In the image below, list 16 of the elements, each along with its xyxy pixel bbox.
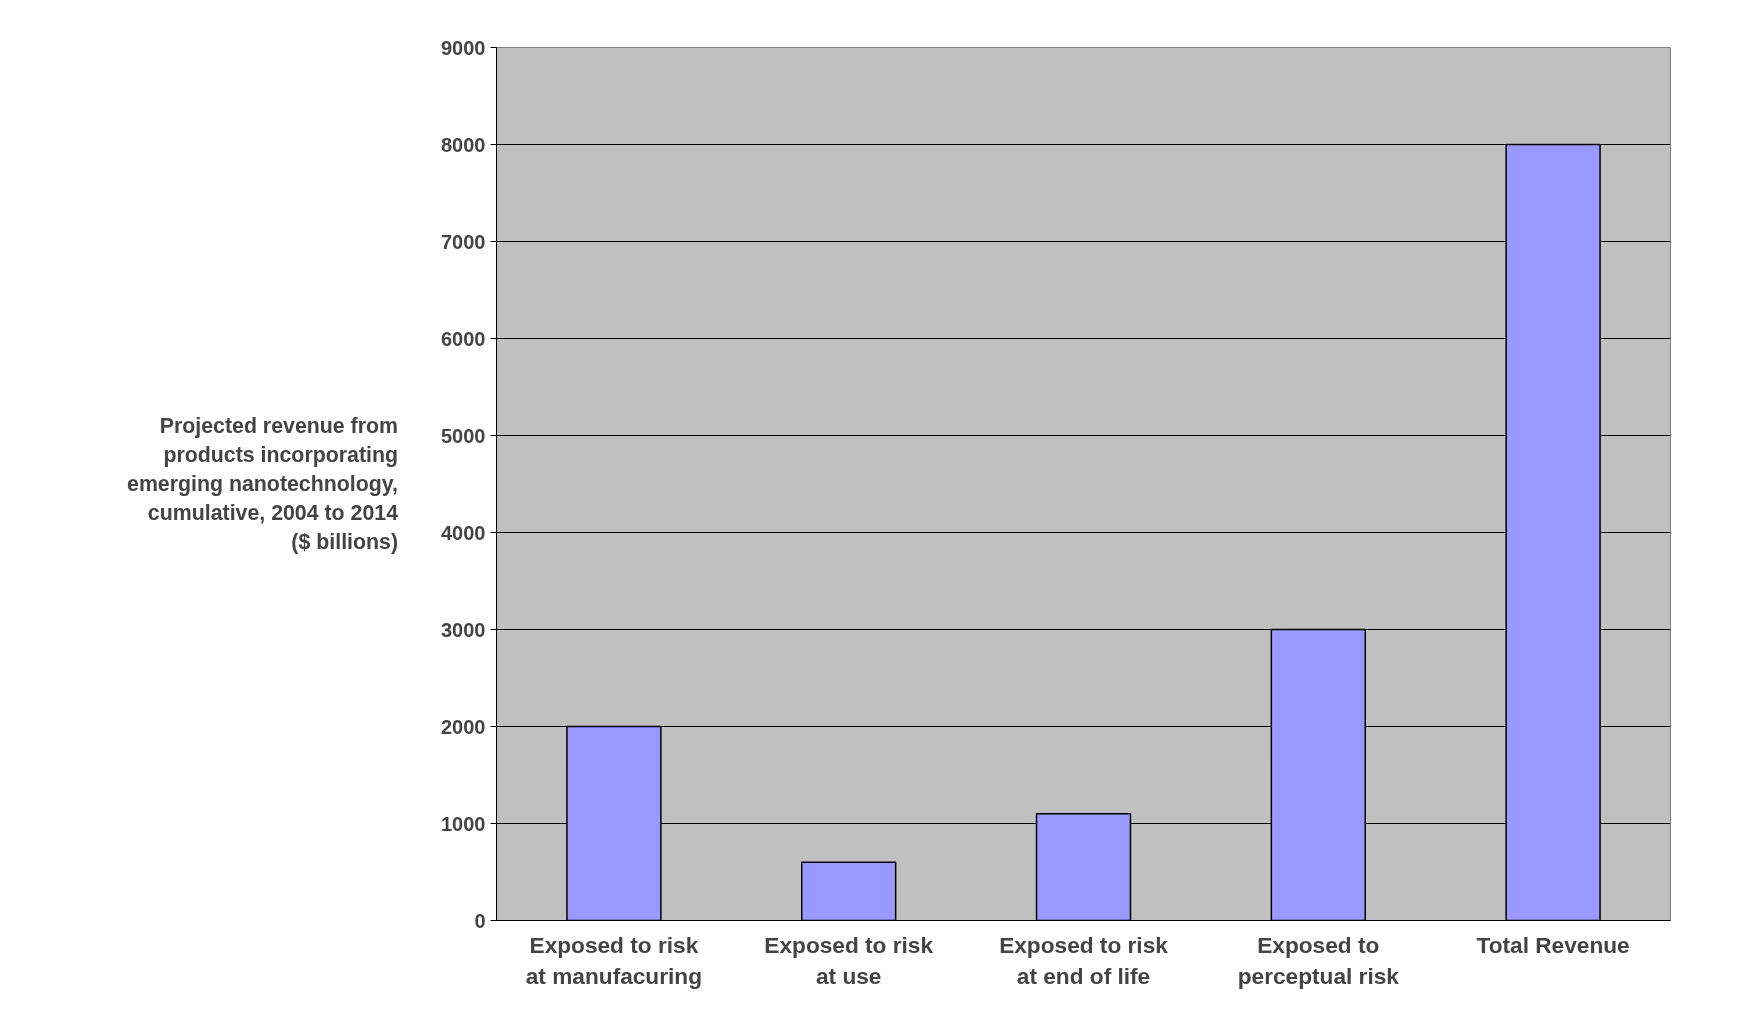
x-tick-label: Exposed to risk at manufacuring <box>525 931 703 989</box>
y-tick-label: 2000 <box>441 715 486 738</box>
y-tick-label: 8000 <box>441 133 486 156</box>
y-tick-label: 7000 <box>441 230 486 253</box>
y-axis-title: Projected revenue from products incorporating emerging nanotechnology, cumulative, 2004 to 2014 ($ billions) <box>127 414 399 554</box>
y-tick-label: 1000 <box>441 812 486 835</box>
x-tick-label: Total Revenue <box>1476 931 1630 958</box>
y-tick-label: 4000 <box>441 521 486 544</box>
x-tick-label: Exposed to perceptual risk <box>1237 931 1400 989</box>
y-tick-label: 3000 <box>441 618 486 641</box>
y-tick-label: 6000 <box>441 327 486 350</box>
x-tick-label: Exposed to risk at use <box>764 931 934 989</box>
y-tick-label: 9000 <box>441 36 486 59</box>
x-tick-label: Exposed to risk at end of life <box>999 931 1169 989</box>
y-tick-label: 0 <box>474 909 486 932</box>
y-tick-label: 5000 <box>441 424 486 447</box>
